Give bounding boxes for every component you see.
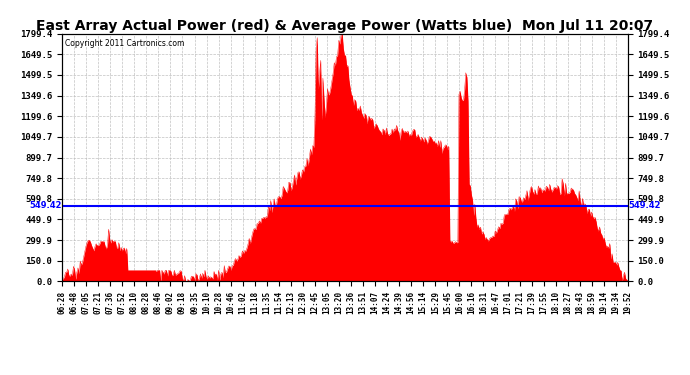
Text: 549.42: 549.42 — [30, 201, 62, 210]
Text: Copyright 2011 Cartronics.com: Copyright 2011 Cartronics.com — [65, 39, 184, 48]
Title: East Array Actual Power (red) & Average Power (Watts blue)  Mon Jul 11 20:07: East Array Actual Power (red) & Average … — [37, 19, 653, 33]
Text: 549.42: 549.42 — [628, 201, 660, 210]
